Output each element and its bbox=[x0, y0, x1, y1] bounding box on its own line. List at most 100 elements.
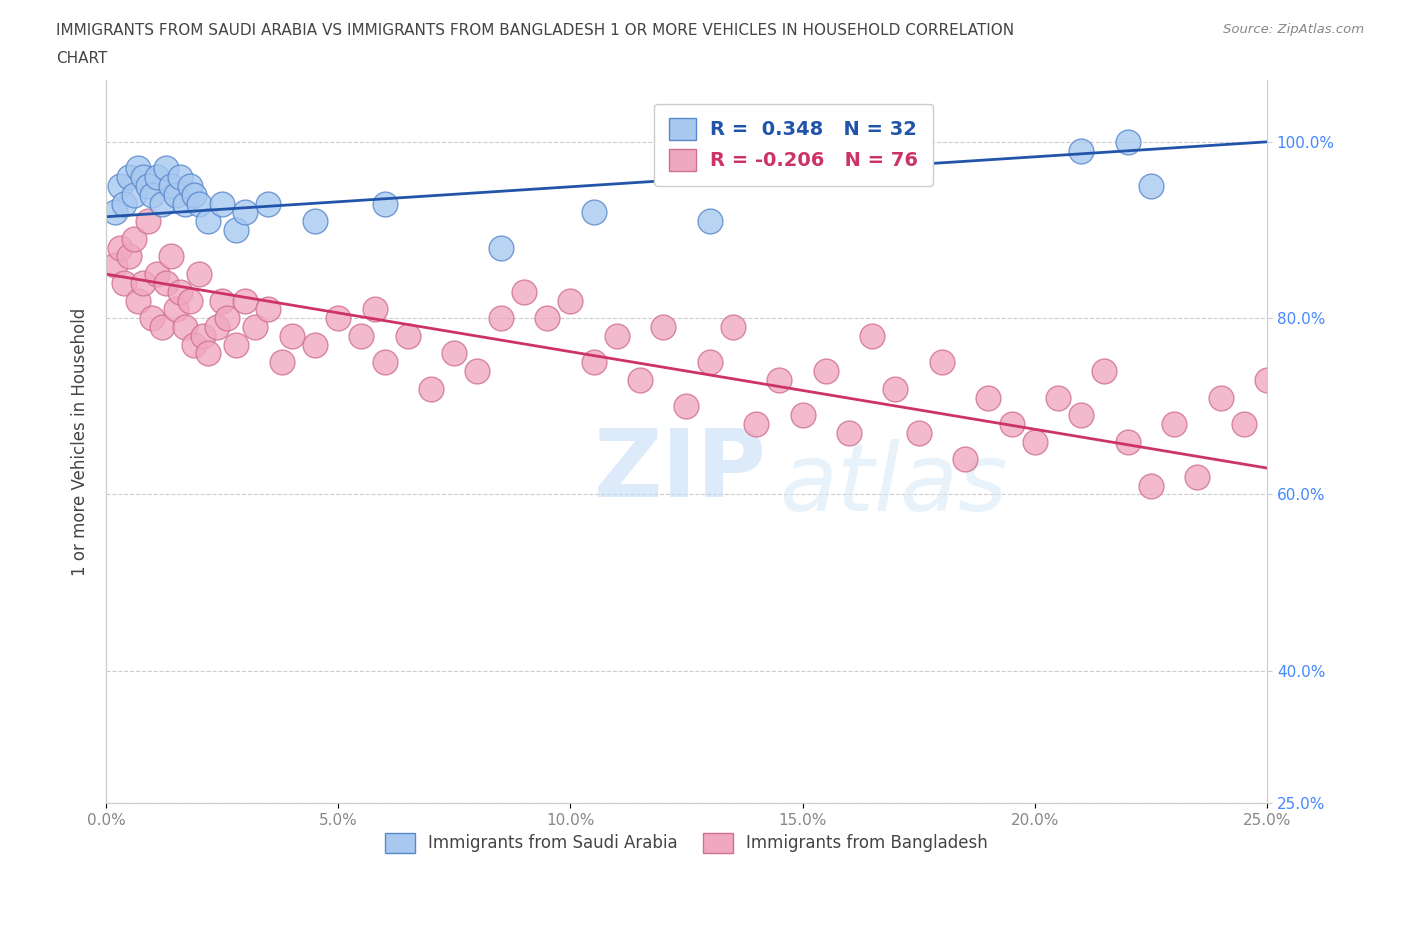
Point bbox=[211, 293, 233, 308]
Point bbox=[489, 311, 512, 325]
Point bbox=[652, 320, 675, 335]
Text: atlas: atlas bbox=[779, 440, 1008, 530]
Y-axis label: 1 or more Vehicles in Household: 1 or more Vehicles in Household bbox=[72, 308, 89, 576]
Point bbox=[1140, 179, 1163, 193]
Point bbox=[814, 364, 837, 379]
Point bbox=[350, 328, 373, 343]
Point bbox=[792, 407, 814, 422]
Point bbox=[141, 187, 163, 202]
Point bbox=[146, 267, 169, 282]
Point bbox=[374, 196, 396, 211]
Point bbox=[233, 293, 256, 308]
Point bbox=[127, 161, 149, 176]
Point bbox=[489, 240, 512, 255]
Point bbox=[118, 249, 141, 264]
Point bbox=[173, 196, 195, 211]
Point bbox=[699, 214, 721, 229]
Point bbox=[160, 179, 183, 193]
Point bbox=[233, 205, 256, 219]
Point bbox=[179, 179, 201, 193]
Point bbox=[1256, 372, 1278, 387]
Point bbox=[108, 240, 131, 255]
Point bbox=[211, 196, 233, 211]
Point bbox=[160, 249, 183, 264]
Point bbox=[1070, 407, 1092, 422]
Point bbox=[1209, 390, 1232, 405]
Point bbox=[1302, 452, 1324, 467]
Point bbox=[183, 338, 205, 352]
Text: ZIP: ZIP bbox=[593, 424, 766, 516]
Point bbox=[467, 364, 489, 379]
Point bbox=[165, 302, 187, 317]
Point bbox=[146, 169, 169, 184]
Point bbox=[108, 179, 131, 193]
Point bbox=[243, 320, 266, 335]
Point bbox=[257, 302, 280, 317]
Point bbox=[745, 417, 768, 432]
Point bbox=[721, 320, 744, 335]
Point bbox=[364, 302, 387, 317]
Point bbox=[132, 169, 155, 184]
Point bbox=[155, 275, 177, 290]
Point bbox=[1000, 417, 1022, 432]
Point bbox=[136, 214, 159, 229]
Point bbox=[374, 355, 396, 370]
Point bbox=[122, 232, 145, 246]
Point bbox=[1070, 143, 1092, 158]
Point bbox=[1279, 434, 1302, 449]
Point bbox=[1187, 470, 1209, 485]
Point bbox=[150, 196, 173, 211]
Point bbox=[768, 372, 790, 387]
Point bbox=[114, 275, 136, 290]
Point bbox=[118, 169, 141, 184]
Point bbox=[136, 179, 159, 193]
Point bbox=[628, 372, 651, 387]
Point bbox=[304, 214, 326, 229]
Point bbox=[1024, 434, 1046, 449]
Point bbox=[155, 161, 177, 176]
Point bbox=[257, 196, 280, 211]
Point bbox=[977, 390, 1000, 405]
Point bbox=[1140, 478, 1163, 493]
Point bbox=[187, 196, 209, 211]
Point bbox=[280, 328, 302, 343]
Point bbox=[207, 320, 229, 335]
Point bbox=[193, 328, 215, 343]
Point bbox=[183, 187, 205, 202]
Point bbox=[122, 187, 145, 202]
Point bbox=[582, 205, 605, 219]
Point bbox=[225, 222, 247, 237]
Point bbox=[1163, 417, 1185, 432]
Point bbox=[420, 381, 443, 396]
Point bbox=[1094, 364, 1116, 379]
Point bbox=[582, 355, 605, 370]
Point bbox=[104, 258, 127, 272]
Point bbox=[907, 425, 929, 440]
Point bbox=[606, 328, 628, 343]
Point bbox=[675, 399, 697, 414]
Point bbox=[560, 293, 582, 308]
Point bbox=[699, 355, 721, 370]
Point bbox=[132, 275, 155, 290]
Point bbox=[304, 338, 326, 352]
Point bbox=[141, 311, 163, 325]
Legend: Immigrants from Saudi Arabia, Immigrants from Bangladesh: Immigrants from Saudi Arabia, Immigrants… bbox=[378, 826, 994, 860]
Point bbox=[169, 169, 191, 184]
Point bbox=[931, 355, 953, 370]
Point bbox=[1047, 390, 1070, 405]
Point bbox=[215, 311, 238, 325]
Point bbox=[953, 452, 976, 467]
Point bbox=[513, 285, 536, 299]
Point bbox=[884, 381, 907, 396]
Point bbox=[169, 285, 191, 299]
Point bbox=[179, 293, 201, 308]
Text: CHART: CHART bbox=[56, 51, 108, 66]
Point bbox=[187, 267, 209, 282]
Point bbox=[1116, 134, 1139, 149]
Point bbox=[271, 355, 294, 370]
Point bbox=[1233, 417, 1256, 432]
Point bbox=[225, 338, 247, 352]
Point bbox=[197, 214, 219, 229]
Point bbox=[536, 311, 558, 325]
Text: IMMIGRANTS FROM SAUDI ARABIA VS IMMIGRANTS FROM BANGLADESH 1 OR MORE VEHICLES IN: IMMIGRANTS FROM SAUDI ARABIA VS IMMIGRAN… bbox=[56, 23, 1014, 38]
